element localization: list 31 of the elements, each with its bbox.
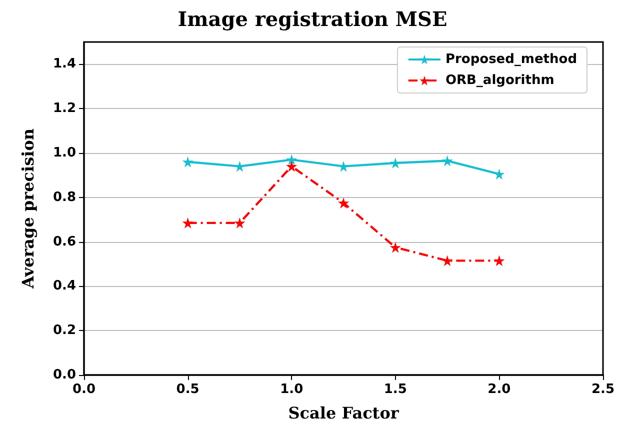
y-tick-label: 0.6: [52, 234, 76, 250]
y-tick-label: 0.0: [52, 368, 76, 382]
point: [442, 155, 453, 166]
y-tick-label: 0.2: [52, 323, 76, 338]
point: [494, 255, 505, 266]
x-tick-label: 0.5: [176, 382, 200, 397]
y-axis-title: Average precision: [18, 128, 38, 290]
y-tick-label: 0.8: [52, 190, 76, 205]
point: [286, 154, 298, 166]
x-tick-label: 1.5: [384, 382, 407, 397]
point: [234, 217, 246, 228]
point: [494, 168, 505, 180]
point: [390, 157, 401, 168]
x-tick-label: 1.0: [280, 382, 304, 397]
x-tick-label: 2.5: [591, 382, 615, 397]
x-tick-label: 0.0: [72, 382, 96, 397]
chart-title: Image registration MSE: [178, 7, 448, 31]
y-tick-label: 0.4: [52, 278, 76, 294]
y-tick-label: 1.2: [52, 101, 76, 116]
point: [390, 242, 401, 253]
point: [338, 197, 349, 208]
legend-label: ORB_algorithm: [445, 73, 554, 88]
point: [442, 255, 453, 266]
point: [286, 160, 298, 172]
point: [182, 156, 194, 168]
x-tick-label: 2.0: [488, 382, 511, 397]
point: [182, 217, 194, 228]
x-axis-title: Scale Factor: [288, 404, 400, 422]
y-tick-label: 1.0: [52, 146, 76, 160]
y-tick-label: 1.4: [52, 56, 76, 72]
legend-label: Proposed_method: [445, 52, 578, 67]
